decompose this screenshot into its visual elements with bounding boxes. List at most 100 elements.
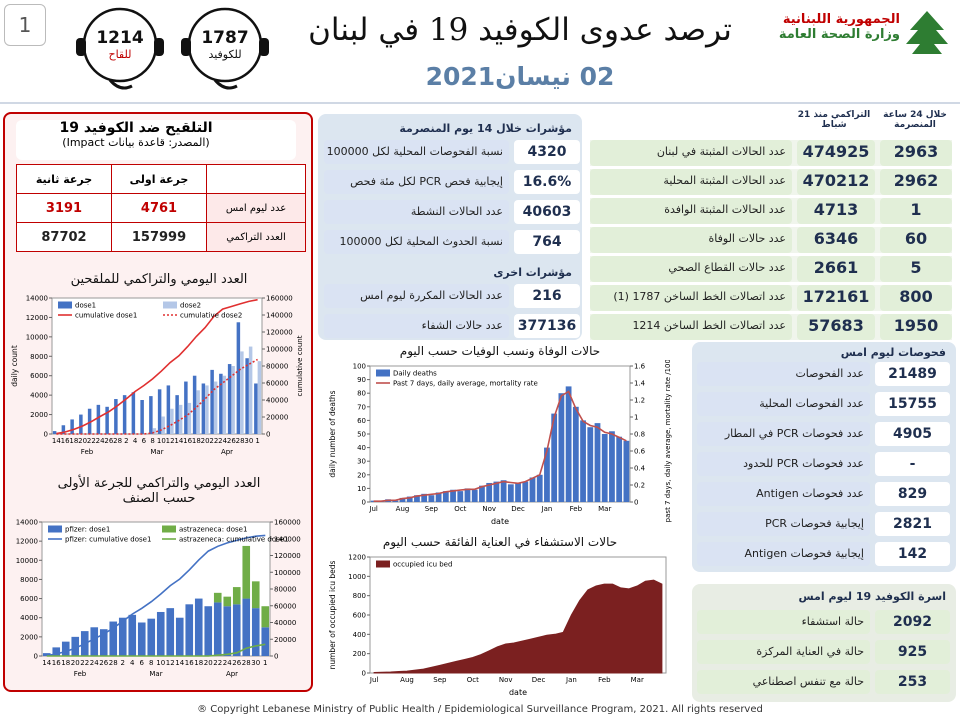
y2-tick-label: 0 (634, 499, 638, 507)
y-tick-label: 80 (357, 390, 366, 398)
x-tick-label: 28 (236, 437, 245, 445)
legend-label: pfizer: cumulative dose1 (65, 536, 151, 544)
bar (254, 383, 258, 434)
bar (192, 375, 197, 434)
table-cell: عدد ليوم امس (206, 193, 306, 223)
indicator-row: عدد فحوصات PCR في المطار 4905 (697, 422, 950, 446)
x-tick-label: 14 (52, 437, 61, 445)
x-tick-label: Aug (400, 676, 414, 684)
indicator-label: نسبة الحدوث المحلية لكل 100000 (324, 230, 509, 254)
case-row: عدد حالات الوفاة 6346 60 (590, 227, 952, 253)
y2-tick-label: 40000 (266, 397, 288, 405)
y-tick-label: 600 (353, 612, 366, 620)
bar (61, 425, 66, 434)
chart-title: حالات الوفاة ونسب الوفيات حسب اليوم (399, 344, 601, 358)
y-tick-label: 14000 (26, 295, 48, 303)
x-tick-label: 28 (109, 659, 118, 667)
indicator-value: 4320 (514, 140, 580, 164)
bar (52, 431, 57, 434)
case-cumulative: 57683 (797, 314, 875, 340)
case-row: عدد اتصالات الخط الساخن 1787 (1) 172161 80… (590, 285, 952, 311)
x-tick-label: 14 (174, 437, 183, 445)
bar (565, 386, 572, 502)
bar (242, 598, 251, 656)
case-label: عدد الحالات المثبتة المحلية (590, 169, 792, 195)
bar (109, 621, 118, 656)
x-tick-label: Sep (433, 676, 447, 684)
table-cell: جرعة اولى (111, 164, 207, 194)
x-tick-label: 16 (52, 659, 61, 667)
legend-label: Past 7 days, daily average, mortality ra… (393, 380, 538, 388)
y2-tick-label: 0.8 (634, 431, 645, 439)
case-cumulative: 4713 (797, 198, 875, 224)
case-label: عدد الحالات المثبتة في لبنان (590, 140, 792, 166)
y2-tick-label: 140000 (266, 312, 293, 320)
bar (42, 653, 51, 656)
bar (616, 436, 623, 502)
case-cumulative: 172161 (797, 285, 875, 311)
x-tick-label: 22 (213, 659, 222, 667)
bar (178, 404, 183, 434)
bar (161, 416, 165, 434)
bar (219, 373, 223, 434)
footer: ® Copyright Lebanese Ministry of Public … (197, 704, 763, 715)
legend-swatch (163, 301, 177, 309)
bar (52, 647, 61, 656)
x-tick-label: 12 (166, 437, 175, 445)
bar (457, 491, 464, 502)
bar (251, 581, 260, 609)
x-tick-label: 30 (244, 437, 253, 445)
bar (213, 381, 218, 434)
bar (204, 606, 213, 656)
x-tick-label: Jul (369, 676, 379, 684)
month-label: Mar (149, 670, 162, 678)
main-title: ترصد عدوى الكوفيد 19 في لبنان (308, 12, 732, 48)
x-tick-label: 24 (96, 437, 105, 445)
y-tick-label: 12000 (16, 538, 38, 546)
y-tick-label: 20 (357, 471, 366, 479)
case-row: عدد اتصالات الخط الساخن 1214 57683 1950 (590, 314, 952, 340)
bar (232, 587, 241, 605)
x-tick-label: Sep (425, 505, 439, 513)
indicator-value: 4905 (875, 422, 950, 446)
x-tick-label: 18 (61, 659, 70, 667)
vaccine-brand-chart: 0200040006000800010000120001400002000040… (16, 519, 301, 679)
line (56, 358, 258, 435)
bar (166, 608, 175, 656)
legend-swatch (376, 369, 390, 377)
y2-tick-label: 20000 (274, 636, 296, 644)
bar (232, 604, 241, 656)
y2-axis-label: past 7 days, daily average, mortality ra… (664, 360, 672, 522)
bar (580, 420, 586, 502)
area (373, 579, 663, 674)
x-tick-label: 2 (121, 659, 125, 667)
y-tick-label: 6000 (20, 595, 38, 603)
bar (261, 627, 270, 656)
x-tick-label: 18 (194, 659, 203, 667)
bar (122, 395, 127, 434)
bar (118, 617, 127, 656)
y-tick-label: 12000 (26, 314, 48, 322)
bar (131, 392, 136, 434)
indicator-row: نسبة الحدوث المحلية لكل 100000 764 (324, 230, 580, 254)
case-label: عدد حالات الوفاة (590, 227, 792, 253)
x-tick-label: Mar (598, 505, 611, 513)
bar (99, 629, 108, 656)
legend-label: dose2 (180, 302, 201, 310)
y-tick-label: 0 (362, 499, 366, 507)
x-tick-label: 28 (242, 659, 251, 667)
case-24h: 2963 (880, 140, 952, 166)
indicator-row: عدد فحوصات PCR للحدود - (697, 452, 950, 476)
y-axis-label: number of occupied icu beds (328, 560, 337, 669)
legend-label: occupied icu bed (393, 561, 452, 569)
case-label: عدد الحالات المثبتة الوافدة (590, 198, 792, 224)
bar (79, 414, 83, 434)
bar (170, 408, 174, 434)
case-row: عدد حالات القطاع الصحي 2661 5 (590, 256, 952, 282)
y2-tick-label: 0.2 (634, 482, 645, 490)
y-tick-label: 14000 (16, 519, 38, 527)
hotline-icons (76, 7, 269, 90)
bar (414, 495, 420, 502)
bar (515, 482, 521, 502)
